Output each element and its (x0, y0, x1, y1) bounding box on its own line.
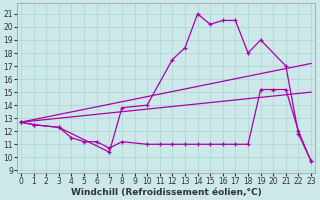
X-axis label: Windchill (Refroidissement éolien,°C): Windchill (Refroidissement éolien,°C) (71, 188, 261, 197)
